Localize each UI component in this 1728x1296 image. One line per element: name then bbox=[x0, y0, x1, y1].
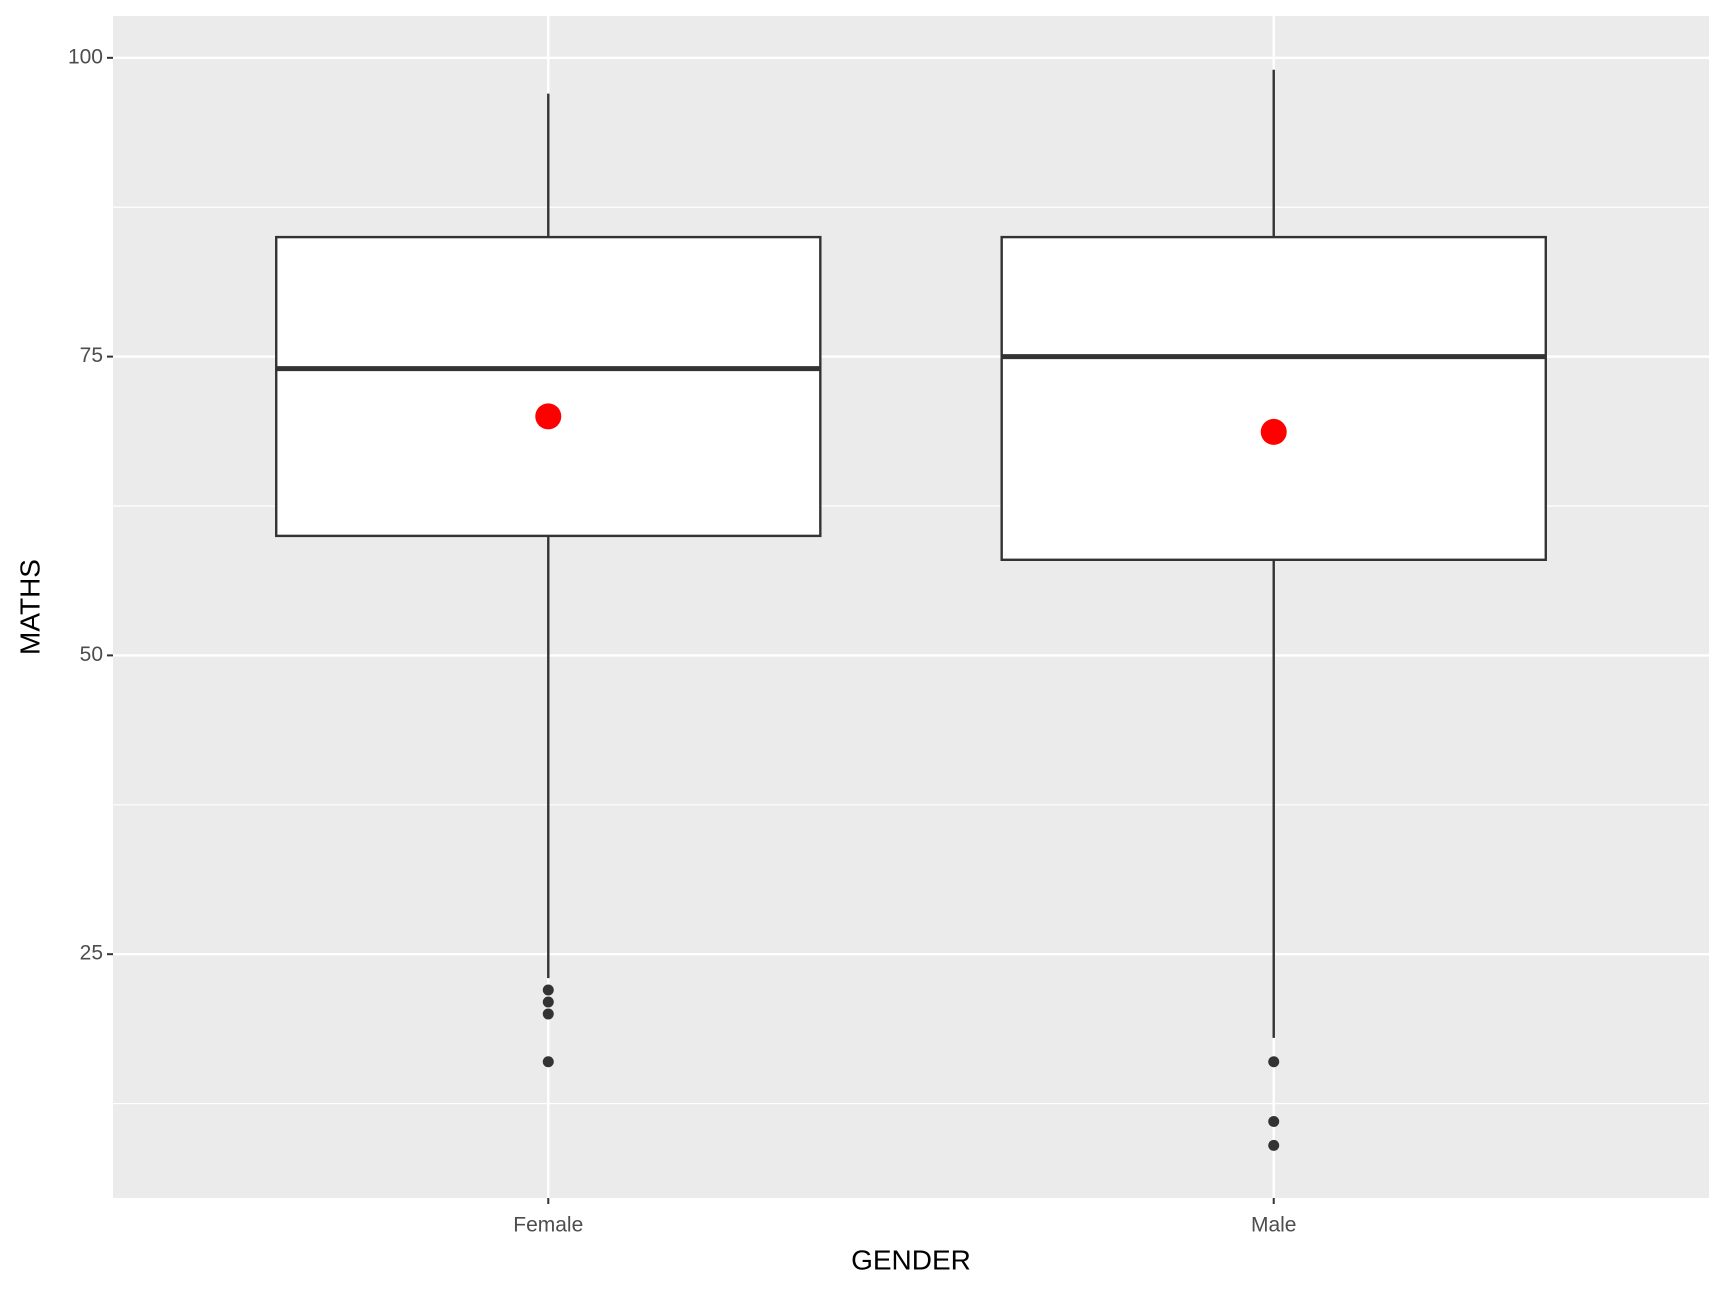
y-tick-label: 100 bbox=[68, 45, 103, 68]
y-tick-label: 75 bbox=[80, 344, 103, 367]
outlier bbox=[542, 1056, 554, 1068]
outlier bbox=[1268, 1139, 1280, 1151]
outlier bbox=[1268, 1056, 1280, 1068]
outlier bbox=[1268, 1116, 1280, 1128]
box bbox=[275, 235, 822, 538]
x-tick-label: Female bbox=[513, 1214, 583, 1237]
outlier bbox=[542, 984, 554, 996]
y-tick-label: 50 bbox=[80, 643, 103, 666]
outlier bbox=[542, 996, 554, 1008]
box bbox=[1000, 235, 1547, 561]
panel bbox=[113, 16, 1709, 1198]
mean-point bbox=[535, 403, 562, 430]
x-axis-title: GENDER bbox=[851, 1244, 971, 1275]
y-axis-title: MATHS bbox=[14, 559, 45, 655]
x-tick-label: Male bbox=[1251, 1214, 1297, 1237]
mean-point bbox=[1260, 418, 1287, 445]
y-tick-label: 25 bbox=[80, 942, 103, 965]
outlier bbox=[542, 1008, 554, 1020]
